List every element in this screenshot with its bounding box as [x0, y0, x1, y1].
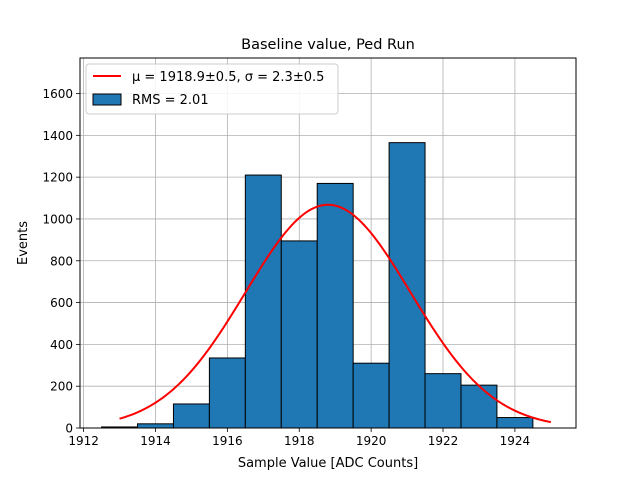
- y-tick-label: 1000: [42, 212, 73, 226]
- histogram-bar: [460, 384, 498, 429]
- x-tick-label: 1914: [140, 434, 171, 448]
- legend-box: [85, 63, 339, 115]
- legend-hist-label: RMS = 2.01: [132, 93, 209, 108]
- y-tick-label: 0: [65, 422, 73, 436]
- y-tick-label: 600: [50, 296, 73, 310]
- y-tick-label: 1400: [42, 129, 73, 143]
- histogram-bar: [280, 240, 318, 429]
- x-tick-label: 1922: [428, 434, 459, 448]
- x-tick-label: 1924: [500, 434, 531, 448]
- histogram-bar: [316, 182, 354, 429]
- histogram-bar: [137, 423, 174, 429]
- chart-title: Baseline value, Ped Run: [241, 37, 415, 53]
- y-tick-label: 400: [50, 338, 73, 352]
- x-tick-label: 1912: [68, 434, 99, 448]
- y-tick-label: 800: [50, 254, 73, 268]
- plot-frame: [79, 57, 577, 429]
- histogram-bar: [172, 403, 210, 429]
- y-axis-label: Events: [16, 221, 31, 265]
- histogram-bar: [496, 417, 534, 429]
- y-tick-label: 1200: [42, 171, 73, 185]
- y-tick-label: 200: [50, 380, 73, 394]
- histogram-bars: [101, 142, 534, 429]
- y-tick-label: 1600: [42, 87, 73, 101]
- x-tick-label: 1918: [284, 434, 315, 448]
- x-tick-label: 1920: [356, 434, 387, 448]
- legend-fit-label: μ = 1918.9±0.5, σ = 2.3±0.5: [132, 70, 324, 85]
- x-axis-label: Sample Value [ADC Counts]: [238, 456, 418, 471]
- legend-hist-swatch: [92, 93, 122, 106]
- histogram-bar: [352, 362, 390, 429]
- histogram-bar: [424, 373, 462, 429]
- gaussian-fit-line: [119, 203, 552, 424]
- gaussian-fit: [119, 203, 552, 424]
- histogram-bar: [208, 357, 246, 429]
- y-axis-ticks: 0 200 400 600 800 1000 1200 1400 1600: [42, 87, 80, 436]
- x-tick-label: 1916: [212, 434, 243, 448]
- legend: μ = 1918.9±0.5, σ = 2.3±0.5 RMS = 2.01: [85, 63, 339, 115]
- x-axis-ticks: 1912 1914 1916 1918 1920 1922 1924: [68, 428, 530, 448]
- histogram-bar: [244, 174, 282, 429]
